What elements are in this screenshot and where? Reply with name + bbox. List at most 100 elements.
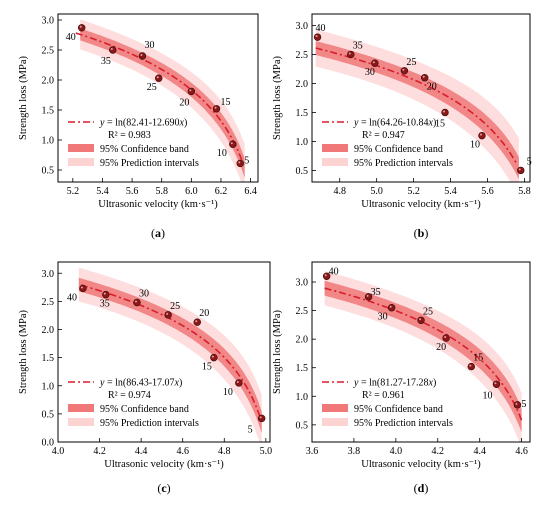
data-point-highlight: [134, 300, 137, 303]
point-label: 35: [100, 299, 110, 310]
x-axis-label: Ultrasonic velocity (km·s⁻¹): [98, 199, 218, 210]
y-tick-label: 1.0: [296, 392, 309, 403]
data-point-highlight: [402, 68, 405, 71]
y-tick-label: 2.0: [296, 335, 309, 346]
legend-pi-label: 95% Prediction intervals: [100, 418, 199, 429]
legend-pi-swatch: [68, 418, 94, 426]
y-tick-label: 2.0: [42, 325, 55, 336]
x-axis-label: Ultrasonic velocity (km·s⁻¹): [104, 459, 224, 470]
y-tick-label: 1.5: [42, 353, 55, 364]
point-label: 40: [316, 23, 326, 34]
data-point-highlight: [214, 106, 217, 109]
data-point-highlight: [389, 305, 392, 308]
y-tick-label: 0.5: [42, 409, 55, 420]
point-label: 25: [170, 301, 180, 312]
y-tick-label: 2.5: [296, 306, 309, 317]
data-point-highlight: [444, 336, 447, 338]
plot-area: [324, 271, 523, 442]
data-point-highlight: [211, 355, 214, 358]
x-tick-label: 4.8: [218, 446, 231, 457]
y-tick-label: 0.5: [296, 166, 309, 177]
data-point-highlight: [324, 274, 327, 277]
point-label: 10: [223, 387, 233, 398]
legend-ci-label: 95% Confidence band: [354, 144, 443, 155]
panel-label: (c): [157, 481, 170, 495]
y-tick-label: 2.5: [42, 46, 55, 57]
plot-frame: [57, 261, 271, 443]
x-tick-label: 4.2: [93, 446, 106, 457]
x-tick-label: 4.6: [176, 446, 189, 457]
chart-panel-b: 40 35 30 25 20 15 10 5 4.8 5.0 5.2 5.4 5.6 5.8 0.5 1.0 1…: [272, 13, 532, 240]
data-point: [387, 304, 396, 312]
data-point: [78, 24, 86, 32]
x-tick-label: 5.4: [96, 186, 109, 197]
y-tick-label: 1.5: [296, 363, 309, 374]
legend-r2: R² = 0.983: [108, 130, 151, 141]
data-point: [210, 353, 218, 362]
legend-ci-swatch: [68, 144, 94, 152]
plot-area: [75, 19, 245, 182]
data-point-highlight: [372, 61, 375, 64]
data-point: [371, 59, 379, 67]
x-axis-label: Ultrasonic velocity (km·s⁻¹): [361, 199, 481, 210]
confidence-band: [324, 280, 522, 433]
legend-equation: y = ln(64.26-10.84x): [353, 118, 436, 129]
data-point-highlight: [494, 382, 497, 385]
plot-frame: [311, 261, 531, 443]
y-tick-label: 2.0: [42, 76, 55, 87]
data-point: [313, 33, 322, 41]
x-tick-label: 5.0: [260, 446, 273, 457]
y-tick-label: 0.0: [42, 438, 55, 449]
y-tick-label: 1.0: [42, 381, 55, 392]
x-tick-label: 4.0: [390, 446, 403, 457]
x-tick-label: 4.8: [333, 186, 346, 197]
legend-ci-swatch: [322, 404, 348, 412]
data-point: [492, 380, 501, 388]
confidence-band: [315, 41, 519, 180]
data-point: [193, 318, 201, 326]
data-point-highlight: [422, 75, 425, 78]
point-label: 15: [202, 362, 212, 373]
point-label: 5: [521, 399, 526, 410]
x-tick-label: 5.2: [407, 186, 420, 197]
point-label: 15: [435, 118, 445, 129]
y-tick-label: 2.5: [296, 50, 309, 61]
point-label: 35: [371, 287, 381, 298]
point-label: 5: [248, 424, 253, 435]
data-point: [513, 401, 522, 409]
legend-pi-label: 95% Prediction intervals: [354, 158, 453, 169]
point-label: 20: [199, 308, 209, 319]
x-tick-label: 6.0: [185, 186, 198, 197]
data-point: [79, 284, 87, 293]
point-label: 5: [244, 155, 249, 166]
data-point: [155, 74, 163, 82]
x-tick-label: 4.6: [515, 446, 528, 457]
x-tick-label: 4.4: [135, 446, 148, 457]
data-point-highlight: [238, 161, 241, 164]
y-tick-label: 3.0: [42, 269, 55, 280]
fit-curve: [75, 32, 243, 161]
data-point-highlight: [479, 133, 482, 136]
plot-frame: [57, 13, 259, 183]
point-label: 30: [139, 289, 149, 300]
point-label: 30: [378, 312, 388, 323]
data-point: [138, 52, 147, 60]
legend-ci-label: 95% Confidence band: [354, 404, 443, 415]
point-label: 25: [406, 57, 416, 68]
y-tick-label: 0.5: [42, 166, 55, 177]
point-label: 15: [473, 353, 483, 364]
y-tick-label: 3.0: [42, 16, 55, 27]
plot-frame: [311, 13, 531, 183]
prediction-band: [324, 271, 522, 442]
legend-equation: y = ln(86.43-17.07x): [99, 378, 182, 389]
legend-r2: R² = 0.974: [108, 390, 151, 401]
y-tick-label: 1.5: [296, 108, 309, 119]
point-label: 35: [101, 56, 111, 67]
data-point: [236, 159, 244, 168]
chart-panel-a: 40 35 30 25 20 15 10 5 5.2 5.4 5.6 5.8 6.0 6.2 6.4 0.5 1…: [18, 13, 259, 240]
data-point-highlight: [156, 76, 159, 79]
x-tick-label: 5.4: [444, 186, 457, 197]
data-point-highlight: [195, 320, 198, 323]
x-axis-label: Ultrasonic velocity (km·s⁻¹): [361, 459, 481, 470]
data-point-highlight: [103, 292, 106, 295]
